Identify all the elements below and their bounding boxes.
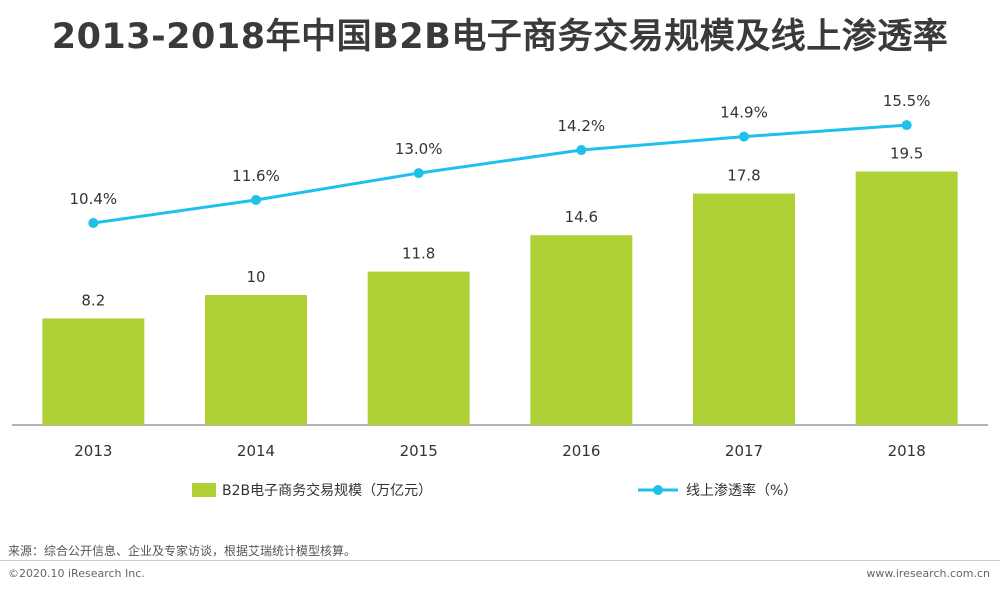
x-tick-label-2014: 2014	[237, 442, 275, 460]
bar-2014	[205, 295, 307, 425]
line-point-2018	[901, 120, 912, 131]
legend-bar-swatch	[192, 483, 216, 497]
x-tick-label-2017: 2017	[725, 442, 763, 460]
line-value-label-2017: 14.9%	[720, 104, 768, 122]
bar-2016	[530, 235, 633, 425]
x-tick-label-2015: 2015	[400, 442, 438, 460]
footer-divider	[0, 560, 1000, 561]
x-tick-label-2013: 2013	[74, 442, 112, 460]
bar-2018	[855, 171, 958, 425]
chart-title: 2013-2018年中国B2B电子商务交易规模及线上渗透率	[51, 17, 949, 57]
website-link[interactable]: www.iresearch.com.cn	[866, 567, 990, 580]
bar-2013	[42, 318, 145, 425]
legend-line-marker	[653, 485, 663, 495]
source-note: 来源：综合公开信息、企业及专家访谈，根据艾瑞统计模型核算。	[8, 544, 357, 558]
combo-chart: 8.2 2013 10 2014 11.8 2015 14.6 2016 17.8 2017 19.…	[12, 92, 988, 499]
legend-bar-label: B2B电子商务交易规模（万亿元）	[222, 482, 432, 499]
line-point-2017	[739, 131, 749, 142]
bar-2017	[693, 193, 795, 425]
bar-value-label-2014: 10	[246, 268, 265, 286]
bar-2015	[367, 271, 470, 425]
line-point-2015	[413, 168, 424, 179]
line-point-2013	[88, 218, 99, 228]
bar-value-label-2015: 11.8	[402, 245, 435, 263]
line-value-label-2018: 15.5%	[883, 92, 931, 110]
line-value-label-2015: 13.0%	[395, 140, 443, 158]
bar-value-label-2013: 8.2	[81, 291, 105, 309]
bar-value-label-2017: 17.8	[727, 167, 760, 185]
line-point-2016	[576, 145, 587, 156]
bar-value-label-2016: 14.6	[565, 208, 598, 226]
copyright-text: ©2020.10 iResearch Inc.	[8, 567, 145, 580]
penetration-rate-line	[93, 123, 907, 225]
legend-line-label: 线上渗透率（%）	[686, 482, 797, 499]
bar-value-label-2018: 19.5	[890, 145, 923, 163]
x-tick-label-2016: 2016	[562, 442, 600, 460]
line-value-label-2013: 10.4%	[70, 190, 118, 208]
line-point-2014	[251, 194, 261, 205]
line-value-label-2014: 11.6%	[232, 167, 280, 185]
line-value-label-2016: 14.2%	[558, 117, 606, 135]
x-tick-label-2018: 2018	[888, 442, 926, 460]
